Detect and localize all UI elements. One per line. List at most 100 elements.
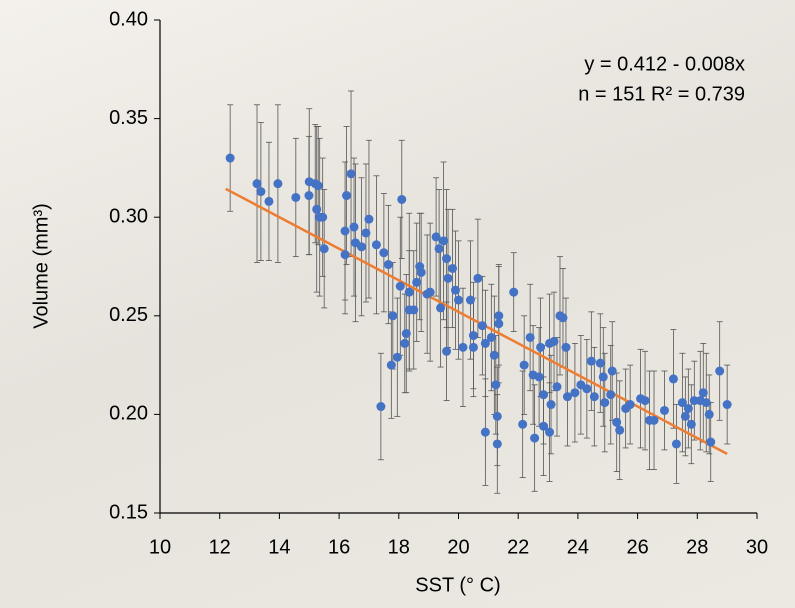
- point: [376, 402, 386, 412]
- point: [225, 153, 235, 163]
- point: [561, 342, 571, 352]
- point: [558, 313, 568, 323]
- point: [545, 427, 555, 437]
- point: [468, 342, 478, 352]
- point: [625, 400, 635, 410]
- x-tick-label: 22: [507, 536, 529, 558]
- point: [549, 336, 559, 346]
- point: [340, 226, 350, 236]
- point: [600, 398, 610, 408]
- point: [701, 398, 711, 408]
- point: [683, 403, 693, 413]
- point: [340, 250, 350, 260]
- point: [386, 360, 396, 370]
- point: [586, 356, 596, 366]
- point: [313, 181, 323, 191]
- point: [698, 388, 708, 398]
- point: [677, 398, 687, 408]
- point: [434, 244, 444, 254]
- point: [680, 411, 690, 421]
- point: [473, 273, 483, 283]
- x-tick-label: 28: [686, 536, 708, 558]
- point: [273, 179, 283, 189]
- y-tick-label: 0.40: [109, 8, 148, 30]
- point: [256, 187, 266, 197]
- point: [494, 319, 504, 329]
- point: [361, 228, 371, 238]
- point: [388, 311, 398, 321]
- x-tick-label: 16: [328, 536, 350, 558]
- point: [534, 372, 544, 382]
- point: [671, 439, 681, 449]
- point: [722, 400, 732, 410]
- point: [431, 232, 441, 242]
- x-tick-label: 14: [268, 536, 290, 558]
- point: [570, 388, 580, 398]
- x-tick-label: 26: [626, 536, 648, 558]
- point: [371, 240, 381, 250]
- point: [552, 382, 562, 392]
- y-axis-title: Volume (mm³): [30, 203, 52, 329]
- x-tick-label: 20: [447, 536, 469, 558]
- equation: y = 0.412 - 0.008x: [584, 53, 745, 75]
- point: [318, 212, 328, 222]
- point: [494, 311, 504, 321]
- point: [443, 273, 453, 283]
- point: [489, 350, 499, 360]
- y-tick-label: 0.35: [109, 107, 148, 129]
- point: [349, 222, 359, 232]
- point: [400, 338, 410, 348]
- point: [468, 331, 478, 341]
- point: [612, 417, 622, 427]
- point: [686, 419, 696, 429]
- point: [404, 287, 414, 297]
- point: [252, 179, 262, 189]
- point: [264, 196, 274, 206]
- point: [342, 191, 352, 201]
- point: [530, 433, 540, 443]
- point: [649, 415, 659, 425]
- point: [291, 192, 301, 202]
- point: [539, 390, 549, 400]
- y-tick-label: 0.25: [109, 304, 148, 326]
- point: [582, 384, 592, 394]
- point: [425, 287, 435, 297]
- point: [439, 236, 449, 246]
- point: [442, 346, 452, 356]
- point: [364, 214, 374, 224]
- point: [480, 427, 490, 437]
- point: [668, 374, 678, 384]
- point: [346, 169, 356, 179]
- trendline: [225, 187, 728, 455]
- fit-stats: n = 151 R² = 0.739: [578, 83, 745, 105]
- point: [546, 400, 556, 410]
- point: [383, 260, 393, 270]
- point: [589, 392, 599, 402]
- y-tick-label: 0.15: [109, 501, 148, 523]
- point: [454, 295, 463, 305]
- point: [486, 332, 496, 342]
- point: [518, 419, 528, 429]
- point: [519, 360, 529, 370]
- point: [356, 242, 366, 252]
- x-tick-label: 12: [209, 536, 231, 558]
- point: [640, 396, 650, 406]
- point: [704, 409, 714, 419]
- point: [395, 281, 405, 291]
- point: [477, 321, 487, 331]
- point: [659, 405, 669, 415]
- point: [401, 329, 411, 339]
- point: [715, 366, 725, 376]
- y-tick-label: 0.20: [109, 403, 148, 425]
- point: [525, 332, 535, 342]
- point: [615, 425, 625, 435]
- point: [465, 295, 475, 305]
- point: [304, 191, 314, 201]
- x-tick-label: 18: [388, 536, 410, 558]
- point: [458, 342, 468, 352]
- point: [536, 342, 546, 352]
- point: [492, 411, 502, 421]
- point: [379, 248, 389, 258]
- point: [312, 204, 322, 214]
